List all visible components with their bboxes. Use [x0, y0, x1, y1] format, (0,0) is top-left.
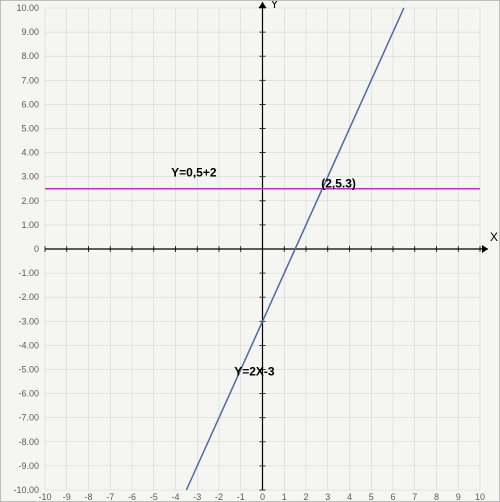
x-tick-label: 7	[412, 492, 417, 502]
x-tick-label: -5	[150, 492, 158, 502]
y-tick-label: 3.00	[21, 172, 39, 182]
x-tick-label: 9	[456, 492, 461, 502]
y-tick-label: -10.00	[13, 485, 39, 495]
x-tick-label: 10	[475, 492, 485, 502]
x-tick-label: -4	[171, 492, 179, 502]
y-tick-label: -1.00	[18, 268, 39, 278]
y-tick-label: 8.00	[21, 51, 39, 61]
x-tick-label: -1	[237, 492, 245, 502]
y-tick-label: -7.00	[18, 413, 39, 423]
y-tick-label: -8.00	[18, 437, 39, 447]
y-tick-label: -3.00	[18, 316, 39, 326]
x-tick-label: -2	[215, 492, 223, 502]
y-tick-label: 2.00	[21, 196, 39, 206]
y-tick-label: -5.00	[18, 365, 39, 375]
series-label-horizontal-line: Y=0,5+2	[171, 166, 217, 180]
x-tick-label: -10	[38, 492, 51, 502]
x-tick-label: 3	[325, 492, 330, 502]
x-tick-label: 8	[434, 492, 439, 502]
y-tick-label: 9.00	[21, 27, 39, 37]
y-tick-label: 10.00	[16, 3, 39, 13]
x-tick-label: -6	[128, 492, 136, 502]
x-tick-label: 6	[390, 492, 395, 502]
intersection-point-label: (2,5.3)	[321, 177, 356, 191]
x-tick-label: 0	[260, 492, 265, 502]
y-tick-label: -4.00	[18, 340, 39, 350]
y-tick-label: -6.00	[18, 389, 39, 399]
y-tick-label: 1.00	[21, 220, 39, 230]
chart-svg: -10-9-8-7-6-5-4-3-2-1012345678910-10.00-…	[0, 0, 500, 502]
chart-container: -10-9-8-7-6-5-4-3-2-1012345678910-10.00-…	[0, 0, 500, 502]
y-tick-label: 5.00	[21, 124, 39, 134]
y-tick-label: 0	[34, 244, 39, 254]
x-tick-label: -7	[106, 492, 114, 502]
x-axis-title: X	[490, 230, 498, 244]
x-tick-label: 1	[282, 492, 287, 502]
x-tick-label: 5	[369, 492, 374, 502]
x-tick-label: -3	[193, 492, 201, 502]
y-tick-label: -2.00	[18, 292, 39, 302]
x-tick-label: -9	[63, 492, 71, 502]
x-tick-label: -8	[84, 492, 92, 502]
y-tick-label: 7.00	[21, 75, 39, 85]
y-tick-label: 6.00	[21, 99, 39, 109]
y-axis-title: Y	[271, 0, 279, 11]
x-tick-label: 4	[347, 492, 352, 502]
y-tick-label: 4.00	[21, 148, 39, 158]
plot-background	[0, 0, 500, 502]
y-tick-label: -9.00	[18, 461, 39, 471]
x-tick-label: 2	[303, 492, 308, 502]
series-label-diagonal-line: Y=2X-3	[234, 365, 275, 379]
